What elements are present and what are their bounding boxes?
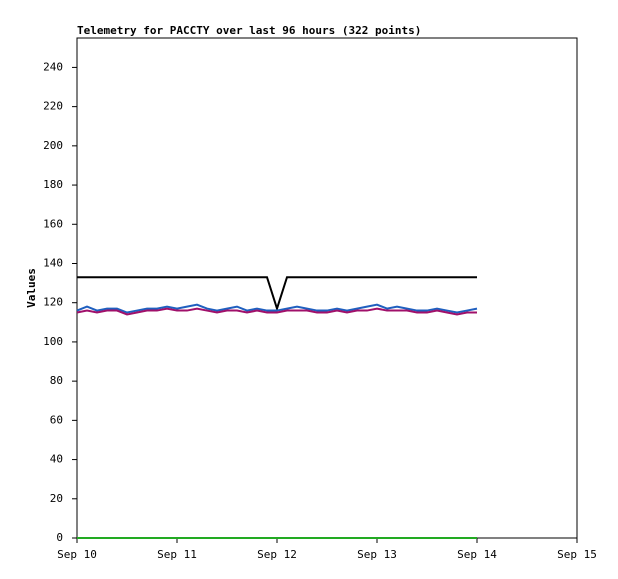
y-tick-label: 40	[50, 453, 63, 466]
y-tick-label: 60	[50, 413, 63, 426]
x-tick-label: Sep 13	[357, 548, 397, 561]
y-tick-label: 100	[43, 335, 63, 348]
chart-title: Telemetry for PACCTY over last 96 hours …	[77, 24, 421, 37]
y-tick-label: 200	[43, 139, 63, 152]
series-line	[76, 303, 478, 314]
series-line	[77, 276, 477, 312]
series-line	[76, 307, 477, 316]
y-tick-label: 80	[50, 374, 63, 387]
x-tick-label: Sep 10	[57, 548, 97, 561]
x-tick-label: Sep 15	[557, 548, 597, 561]
y-tick-label: 180	[43, 178, 63, 191]
y-tick-label: 160	[43, 217, 63, 230]
y-tick-label: 0	[56, 531, 63, 544]
plot-frame	[76, 37, 578, 539]
y-tick-label: 220	[43, 100, 63, 113]
y-tick-label: 20	[50, 492, 63, 505]
y-tick-label: 240	[43, 60, 63, 73]
y-tick-label: 140	[43, 256, 63, 269]
x-tick-label: Sep 11	[157, 548, 197, 561]
y-axis-label: Values	[25, 268, 38, 308]
x-tick-label: Sep 14	[457, 548, 497, 561]
x-tick-label: Sep 12	[257, 548, 297, 561]
y-tick-label: 120	[43, 296, 63, 309]
